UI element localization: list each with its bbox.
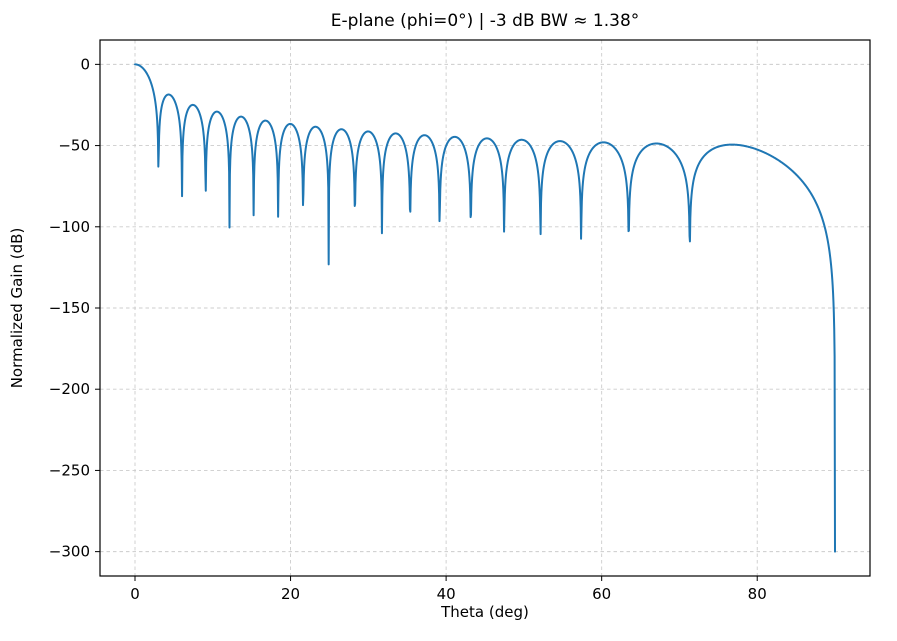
x-tick-label: 60: [592, 585, 611, 603]
grid-lines: [100, 40, 870, 576]
y-axis-label: Normalized Gain (dB): [8, 228, 26, 389]
axis-tick-labels: 0 20 40 60 80 0 −50 −100 −150 −200 −250 −300: [49, 55, 767, 603]
y-tick-label: −250: [49, 461, 90, 479]
x-axis-label: Theta (deg): [440, 603, 529, 621]
axis-ticks: [95, 63, 758, 581]
y-tick-label: −100: [49, 218, 90, 236]
y-tick-label: −150: [49, 299, 90, 317]
gain-curve: [134, 63, 836, 553]
y-tick-label: −200: [49, 380, 90, 398]
y-tick-label: −50: [58, 137, 90, 155]
plot-border: [99, 39, 871, 577]
y-tick-label: −300: [49, 543, 90, 561]
x-tick-label: 0: [130, 585, 140, 603]
y-tick-label: 0: [80, 55, 90, 73]
chart-title: E-plane (phi=0°) | -3 dB BW ≈ 1.38°: [331, 11, 640, 31]
x-tick-label: 20: [281, 585, 300, 603]
x-tick-label: 40: [437, 585, 456, 603]
x-tick-label: 80: [748, 585, 767, 603]
